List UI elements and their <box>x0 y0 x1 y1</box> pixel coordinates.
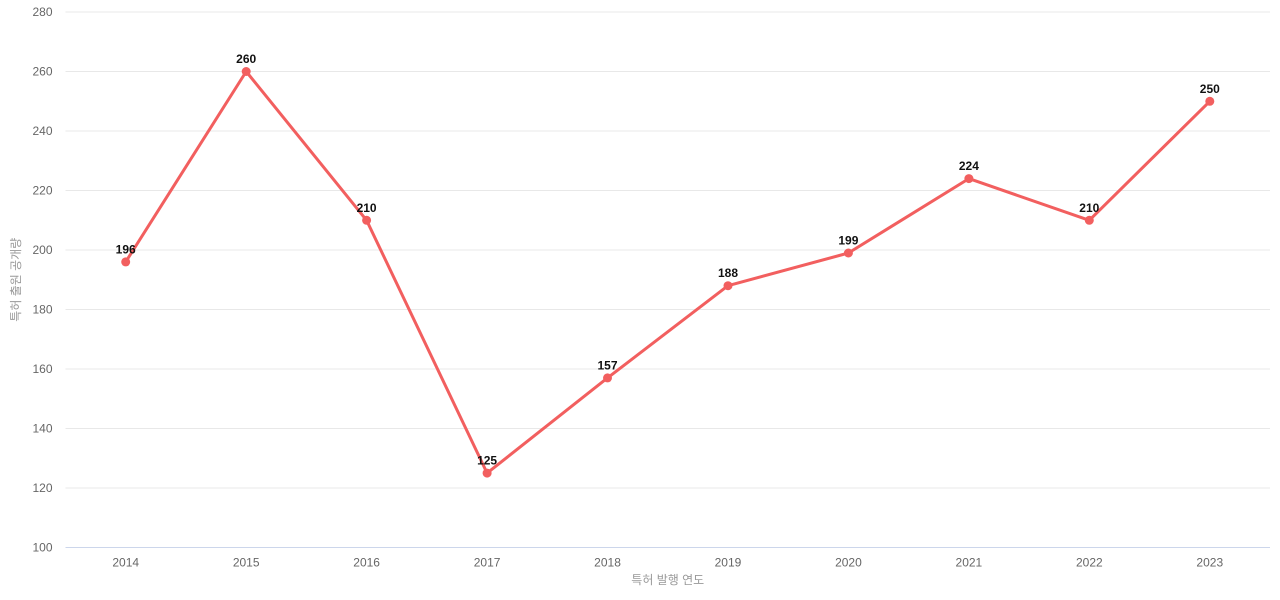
x-tick-label: 2016 <box>353 556 380 570</box>
data-point[interactable] <box>482 468 492 478</box>
y-tick-label: 260 <box>32 65 52 79</box>
data-point[interactable] <box>362 215 372 225</box>
data-point-label: 188 <box>718 266 738 280</box>
data-point-label: 250 <box>1200 82 1220 96</box>
data-point-label: 199 <box>838 234 858 248</box>
x-tick-label: 2020 <box>835 556 862 570</box>
y-tick-label: 160 <box>32 362 52 376</box>
data-point[interactable] <box>121 257 131 267</box>
y-axis-tick-labels: 100 120 140 160 180 200 220 240 260 280 <box>32 5 52 555</box>
data-point[interactable] <box>723 281 733 291</box>
data-point[interactable] <box>1084 215 1094 225</box>
data-point-label: 260 <box>236 52 256 66</box>
x-tick-label: 2015 <box>233 556 260 570</box>
data-points <box>121 67 1215 478</box>
y-tick-label: 280 <box>32 5 52 19</box>
gridlines <box>65 11 1270 548</box>
x-tick-label: 2019 <box>715 556 742 570</box>
data-labels: 196 260 210 125 157 188 199 224 210 250 <box>116 52 1220 468</box>
y-tick-label: 200 <box>32 243 52 257</box>
y-tick-label: 100 <box>32 541 52 555</box>
data-point-label: 157 <box>597 358 617 372</box>
data-point[interactable] <box>964 174 974 184</box>
y-tick-label: 220 <box>32 184 52 198</box>
x-tick-label: 2021 <box>956 556 983 570</box>
y-tick-label: 240 <box>32 124 52 138</box>
data-point-label: 125 <box>477 454 497 468</box>
data-point-label: 210 <box>357 201 377 215</box>
y-tick-label: 120 <box>32 481 52 495</box>
x-tick-label: 2023 <box>1196 556 1223 570</box>
x-tick-label: 2018 <box>594 556 621 570</box>
x-axis-tick-labels: 2014 2015 2016 2017 2018 2019 2020 2021 2022 2023 <box>112 556 1223 570</box>
y-tick-label: 140 <box>32 422 52 436</box>
x-tick-label: 2014 <box>112 556 139 570</box>
y-axis-title: 특허 출원 공개량 <box>9 238 23 322</box>
data-point-label: 196 <box>116 242 136 256</box>
data-point-label: 210 <box>1079 201 1099 215</box>
x-tick-label: 2022 <box>1076 556 1103 570</box>
data-point[interactable] <box>1205 96 1215 106</box>
data-point[interactable] <box>241 67 251 76</box>
data-point-label: 224 <box>959 159 979 173</box>
x-axis-title: 특허 발행 연도 <box>631 572 704 587</box>
x-tick-label: 2017 <box>474 556 501 570</box>
line-series <box>124 70 1212 475</box>
y-tick-label: 180 <box>32 303 52 317</box>
data-point[interactable] <box>843 248 853 258</box>
data-point[interactable] <box>603 373 612 383</box>
